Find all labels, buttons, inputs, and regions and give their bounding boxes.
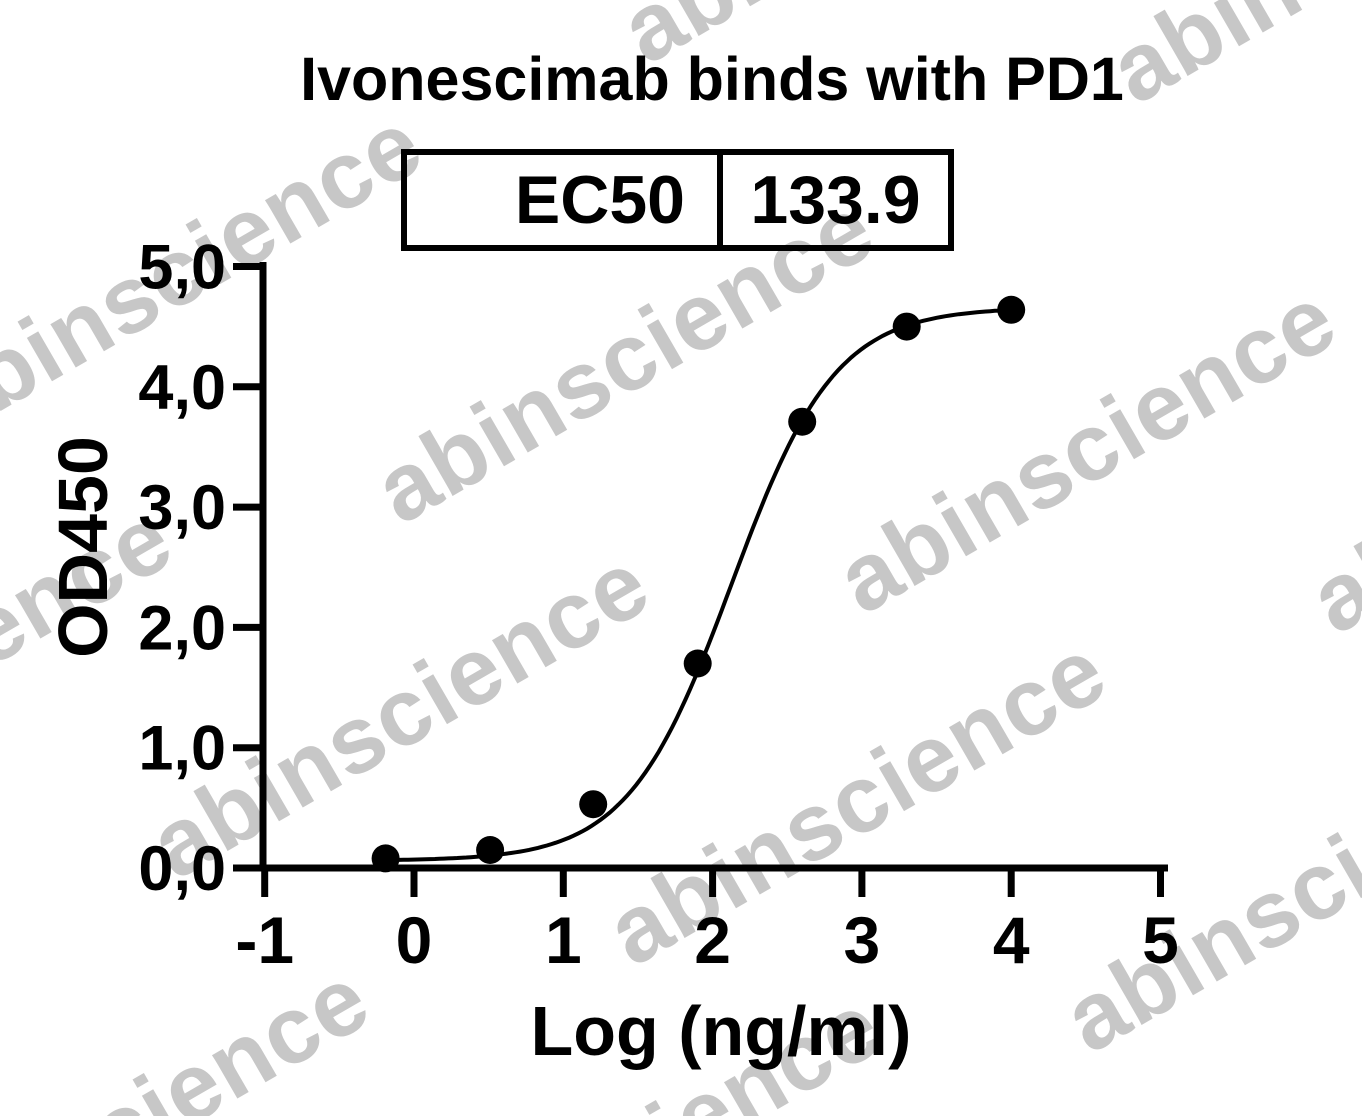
- chart-title: Ivonescimab binds with PD1: [300, 45, 1124, 113]
- y-tick-label: 4,0: [138, 353, 226, 423]
- data-point: [997, 295, 1026, 324]
- data-point: [476, 836, 505, 864]
- x-tick-label: -1: [235, 903, 294, 977]
- y-tick-label: 5,0: [138, 233, 226, 303]
- y-tick-label: 3,0: [138, 473, 226, 543]
- y-tick-label: 2,0: [138, 593, 226, 663]
- x-tick-label: 0: [396, 903, 433, 977]
- data-point: [579, 790, 608, 819]
- data-point: [683, 649, 712, 678]
- y-tick-label: 0,0: [138, 834, 226, 904]
- ec50-label-cell: EC50: [407, 155, 723, 245]
- x-axis-title: Log (ng/ml): [530, 992, 912, 1070]
- y-axis-title: OD450: [44, 436, 122, 658]
- data-point: [788, 407, 817, 436]
- data-point: [371, 844, 400, 873]
- x-tick-label: 3: [844, 903, 881, 977]
- ec50-table: EC50 133.9: [401, 149, 954, 251]
- x-tick-label: 2: [694, 903, 731, 977]
- x-tick-label: 1: [545, 903, 582, 977]
- fit-curve: [385, 308, 1009, 863]
- x-tick-label: 4: [993, 903, 1030, 977]
- y-tick-label: 1,0: [138, 714, 226, 784]
- x-tick-label: 5: [1142, 903, 1179, 977]
- ec50-value-cell: 133.9: [750, 162, 921, 238]
- data-point: [892, 312, 921, 341]
